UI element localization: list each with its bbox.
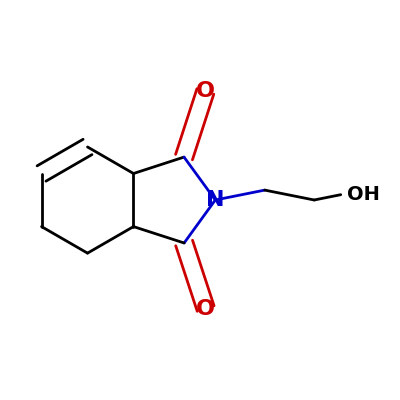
Text: O: O bbox=[196, 298, 215, 318]
Text: N: N bbox=[206, 190, 224, 210]
Text: OH: OH bbox=[347, 185, 380, 204]
Text: O: O bbox=[196, 82, 215, 102]
